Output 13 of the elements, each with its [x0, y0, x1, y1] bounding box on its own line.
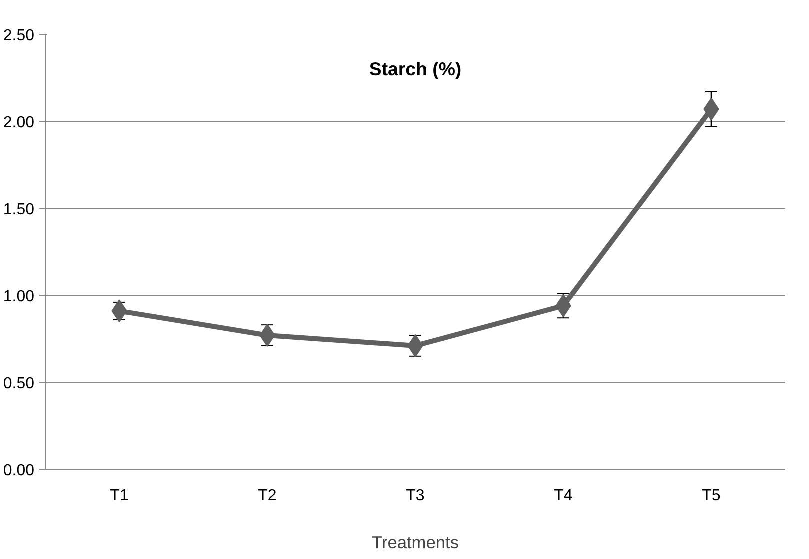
x-tick-label: T5	[702, 488, 721, 504]
y-tick-label: 1.50	[3, 202, 35, 218]
x-tick-label: T2	[258, 488, 277, 504]
y-tick-label: 0.00	[3, 462, 35, 480]
x-tick-label: T3	[406, 488, 425, 504]
y-tick-label: 0.50	[3, 376, 35, 392]
y-tick-label: 2.00	[3, 114, 35, 132]
x-tick-label: T4	[554, 488, 573, 504]
x-tick-label: T1	[110, 488, 129, 504]
y-tick-label: 1.00	[3, 288, 35, 306]
text: Starch (%)	[369, 58, 462, 80]
y-tick-label: 2.50	[3, 28, 35, 44]
x-axis-title: Treatments	[372, 532, 460, 552]
